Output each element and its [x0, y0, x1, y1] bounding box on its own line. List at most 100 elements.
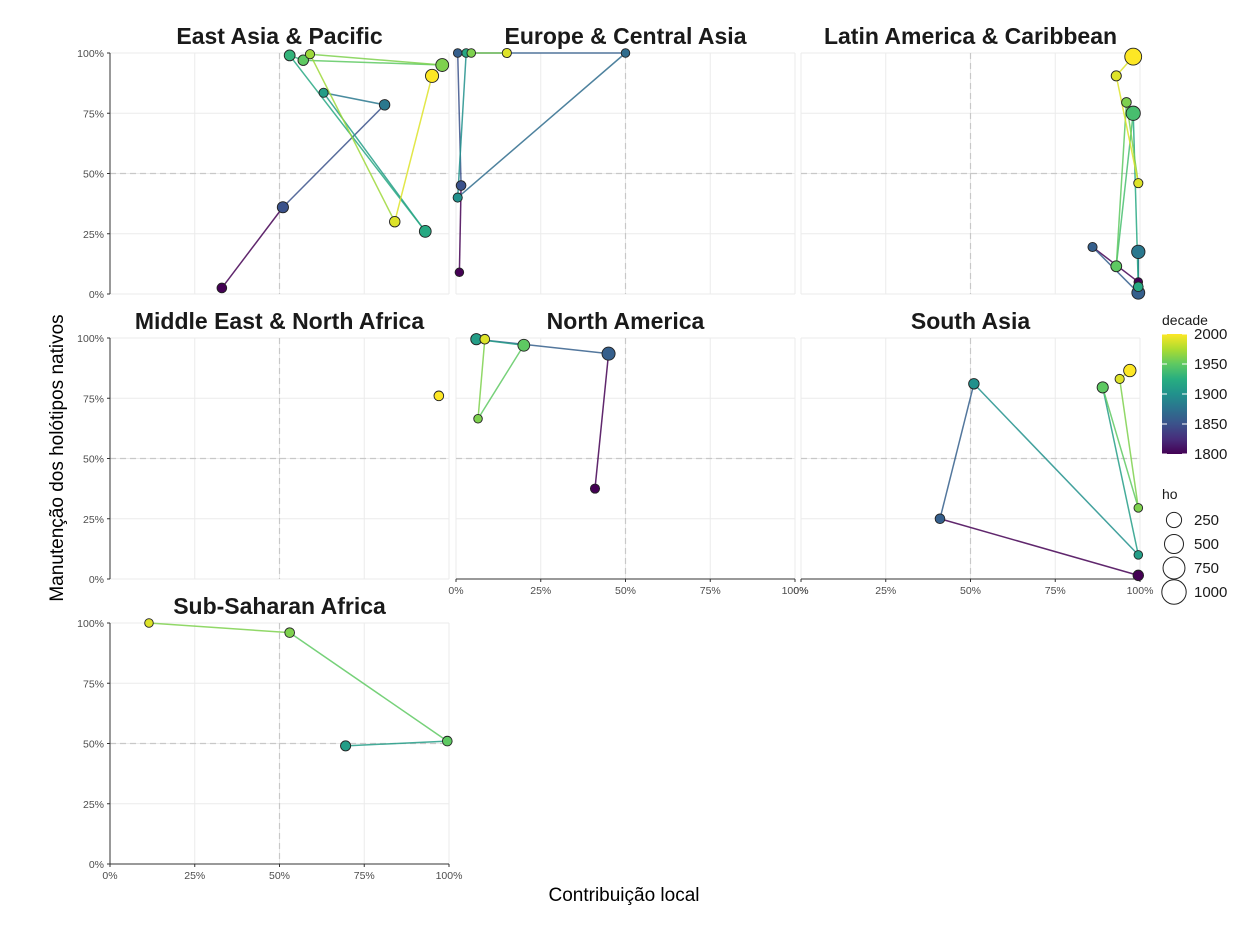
data-point — [1121, 97, 1132, 108]
path-segment — [323, 92, 385, 106]
panel-title: Europe & Central Asia — [505, 23, 747, 49]
color-legend-label: 1900 — [1194, 386, 1227, 403]
panels-layer: East Asia & Pacific 0% 25% 50% 75% 100% Europe… — [77, 23, 1153, 882]
path-segment — [939, 518, 1139, 577]
color-legend-label: 1850 — [1194, 416, 1227, 433]
panel-north-america: North America 0% 25% 50% 75% 100% — [448, 308, 808, 597]
data-point — [1087, 241, 1098, 253]
path-segment — [594, 353, 610, 489]
data-point — [318, 87, 329, 98]
data-point — [144, 618, 154, 628]
color-legend-title: decade — [1162, 312, 1208, 328]
x-tick-label: 100% — [782, 585, 809, 597]
panel-europe-and-central-asia: Europe & Central Asia — [452, 23, 796, 295]
y-tick-label: 50% — [83, 454, 104, 466]
x-tick-label: 75% — [700, 585, 721, 597]
path-segment — [309, 53, 443, 66]
panel-south-asia: South Asia 0% 25% 50% 75% 100% — [793, 308, 1153, 597]
x-tick-label: 25% — [875, 585, 896, 597]
x-tick-label: 0% — [102, 870, 117, 882]
data-point — [452, 48, 463, 58]
panel-title: North America — [547, 308, 705, 334]
x-tick-label: 0% — [793, 585, 808, 597]
y-tick-label: 25% — [83, 229, 104, 241]
data-point — [389, 215, 401, 228]
path-segment — [289, 54, 426, 232]
data-point — [304, 49, 316, 60]
path-segment — [1101, 387, 1140, 556]
size-legend-label: 750 — [1194, 560, 1219, 577]
data-point — [442, 735, 453, 747]
data-point — [1132, 569, 1145, 582]
data-point — [276, 201, 289, 214]
data-point — [378, 99, 391, 111]
y-tick-label: 75% — [83, 393, 104, 405]
y-tick-label: 100% — [77, 618, 104, 630]
data-point — [216, 282, 228, 294]
data-point — [1096, 381, 1109, 394]
data-point — [1133, 503, 1144, 513]
data-point — [1133, 550, 1144, 560]
size-legend-label: 500 — [1194, 536, 1219, 553]
size-legend-key — [1165, 511, 1183, 529]
path-segment — [939, 383, 975, 519]
size-legend-title: ho — [1162, 486, 1178, 502]
x-axis-title: Contribuição local — [548, 885, 699, 906]
panel-title: Middle East & North Africa — [135, 308, 424, 334]
data-point — [1123, 363, 1137, 378]
size-legend-key — [1163, 533, 1185, 555]
path-segment — [1101, 387, 1140, 509]
data-point — [455, 180, 467, 191]
path-segment — [309, 53, 396, 223]
path-segment — [282, 104, 386, 208]
panel-sub-saharan-africa: Sub-Saharan Africa 0% 25% 50% 75% 100% 0% 25% 50… — [77, 593, 462, 882]
x-tick-label: 0% — [448, 585, 463, 597]
data-point — [418, 224, 432, 238]
data-point — [1133, 281, 1144, 293]
size-legend-key — [1161, 579, 1187, 605]
y-tick-label: 25% — [83, 799, 104, 811]
data-point — [601, 346, 616, 361]
data-point — [340, 740, 352, 752]
data-point — [1114, 373, 1125, 385]
data-point — [284, 627, 295, 638]
y-tick-label: 0% — [89, 574, 104, 586]
size-legend-label: 250 — [1194, 512, 1219, 529]
data-point — [452, 192, 463, 203]
path-segment — [394, 75, 433, 222]
panel-title: South Asia — [911, 308, 1030, 334]
y-tick-label: 50% — [83, 739, 104, 751]
y-tick-label: 0% — [89, 859, 104, 871]
panel-middle-east-and-north-africa: Middle East & North Africa 0% 25% 50% 75% 100… — [77, 308, 450, 586]
size-legend-label: 1000 — [1194, 584, 1227, 601]
size-legend-key — [1162, 556, 1186, 580]
path-segment — [1118, 378, 1140, 509]
panel-title: Latin America & Caribbean — [824, 23, 1117, 49]
path-segment — [289, 632, 448, 742]
color-legend-label: 1950 — [1194, 356, 1227, 373]
data-point — [1125, 105, 1141, 121]
path-segment — [456, 52, 467, 198]
path-segment — [973, 383, 1139, 556]
y-tick-label: 100% — [77, 48, 104, 60]
y-tick-label: 75% — [83, 678, 104, 690]
data-point — [433, 390, 445, 402]
data-point — [934, 513, 946, 525]
x-tick-label: 100% — [436, 870, 463, 882]
data-point — [454, 267, 465, 278]
panel-title: East Asia & Pacific — [176, 23, 382, 49]
data-point — [517, 338, 531, 352]
panel-east-asia-and-pacific: East Asia & Pacific 0% 25% 50% 75% 100% — [77, 23, 450, 301]
panel-latin-america-and-caribbean: Latin America & Caribbean — [800, 23, 1146, 300]
x-tick-label: 100% — [1127, 585, 1154, 597]
path-segment — [1115, 113, 1134, 267]
data-point — [297, 54, 309, 66]
path-segment — [477, 339, 486, 419]
x-tick-label: 25% — [530, 585, 551, 597]
data-point — [1110, 260, 1123, 273]
y-tick-label: 75% — [83, 108, 104, 120]
color-legend-label: 1800 — [1194, 446, 1227, 463]
path-segment — [477, 344, 525, 420]
